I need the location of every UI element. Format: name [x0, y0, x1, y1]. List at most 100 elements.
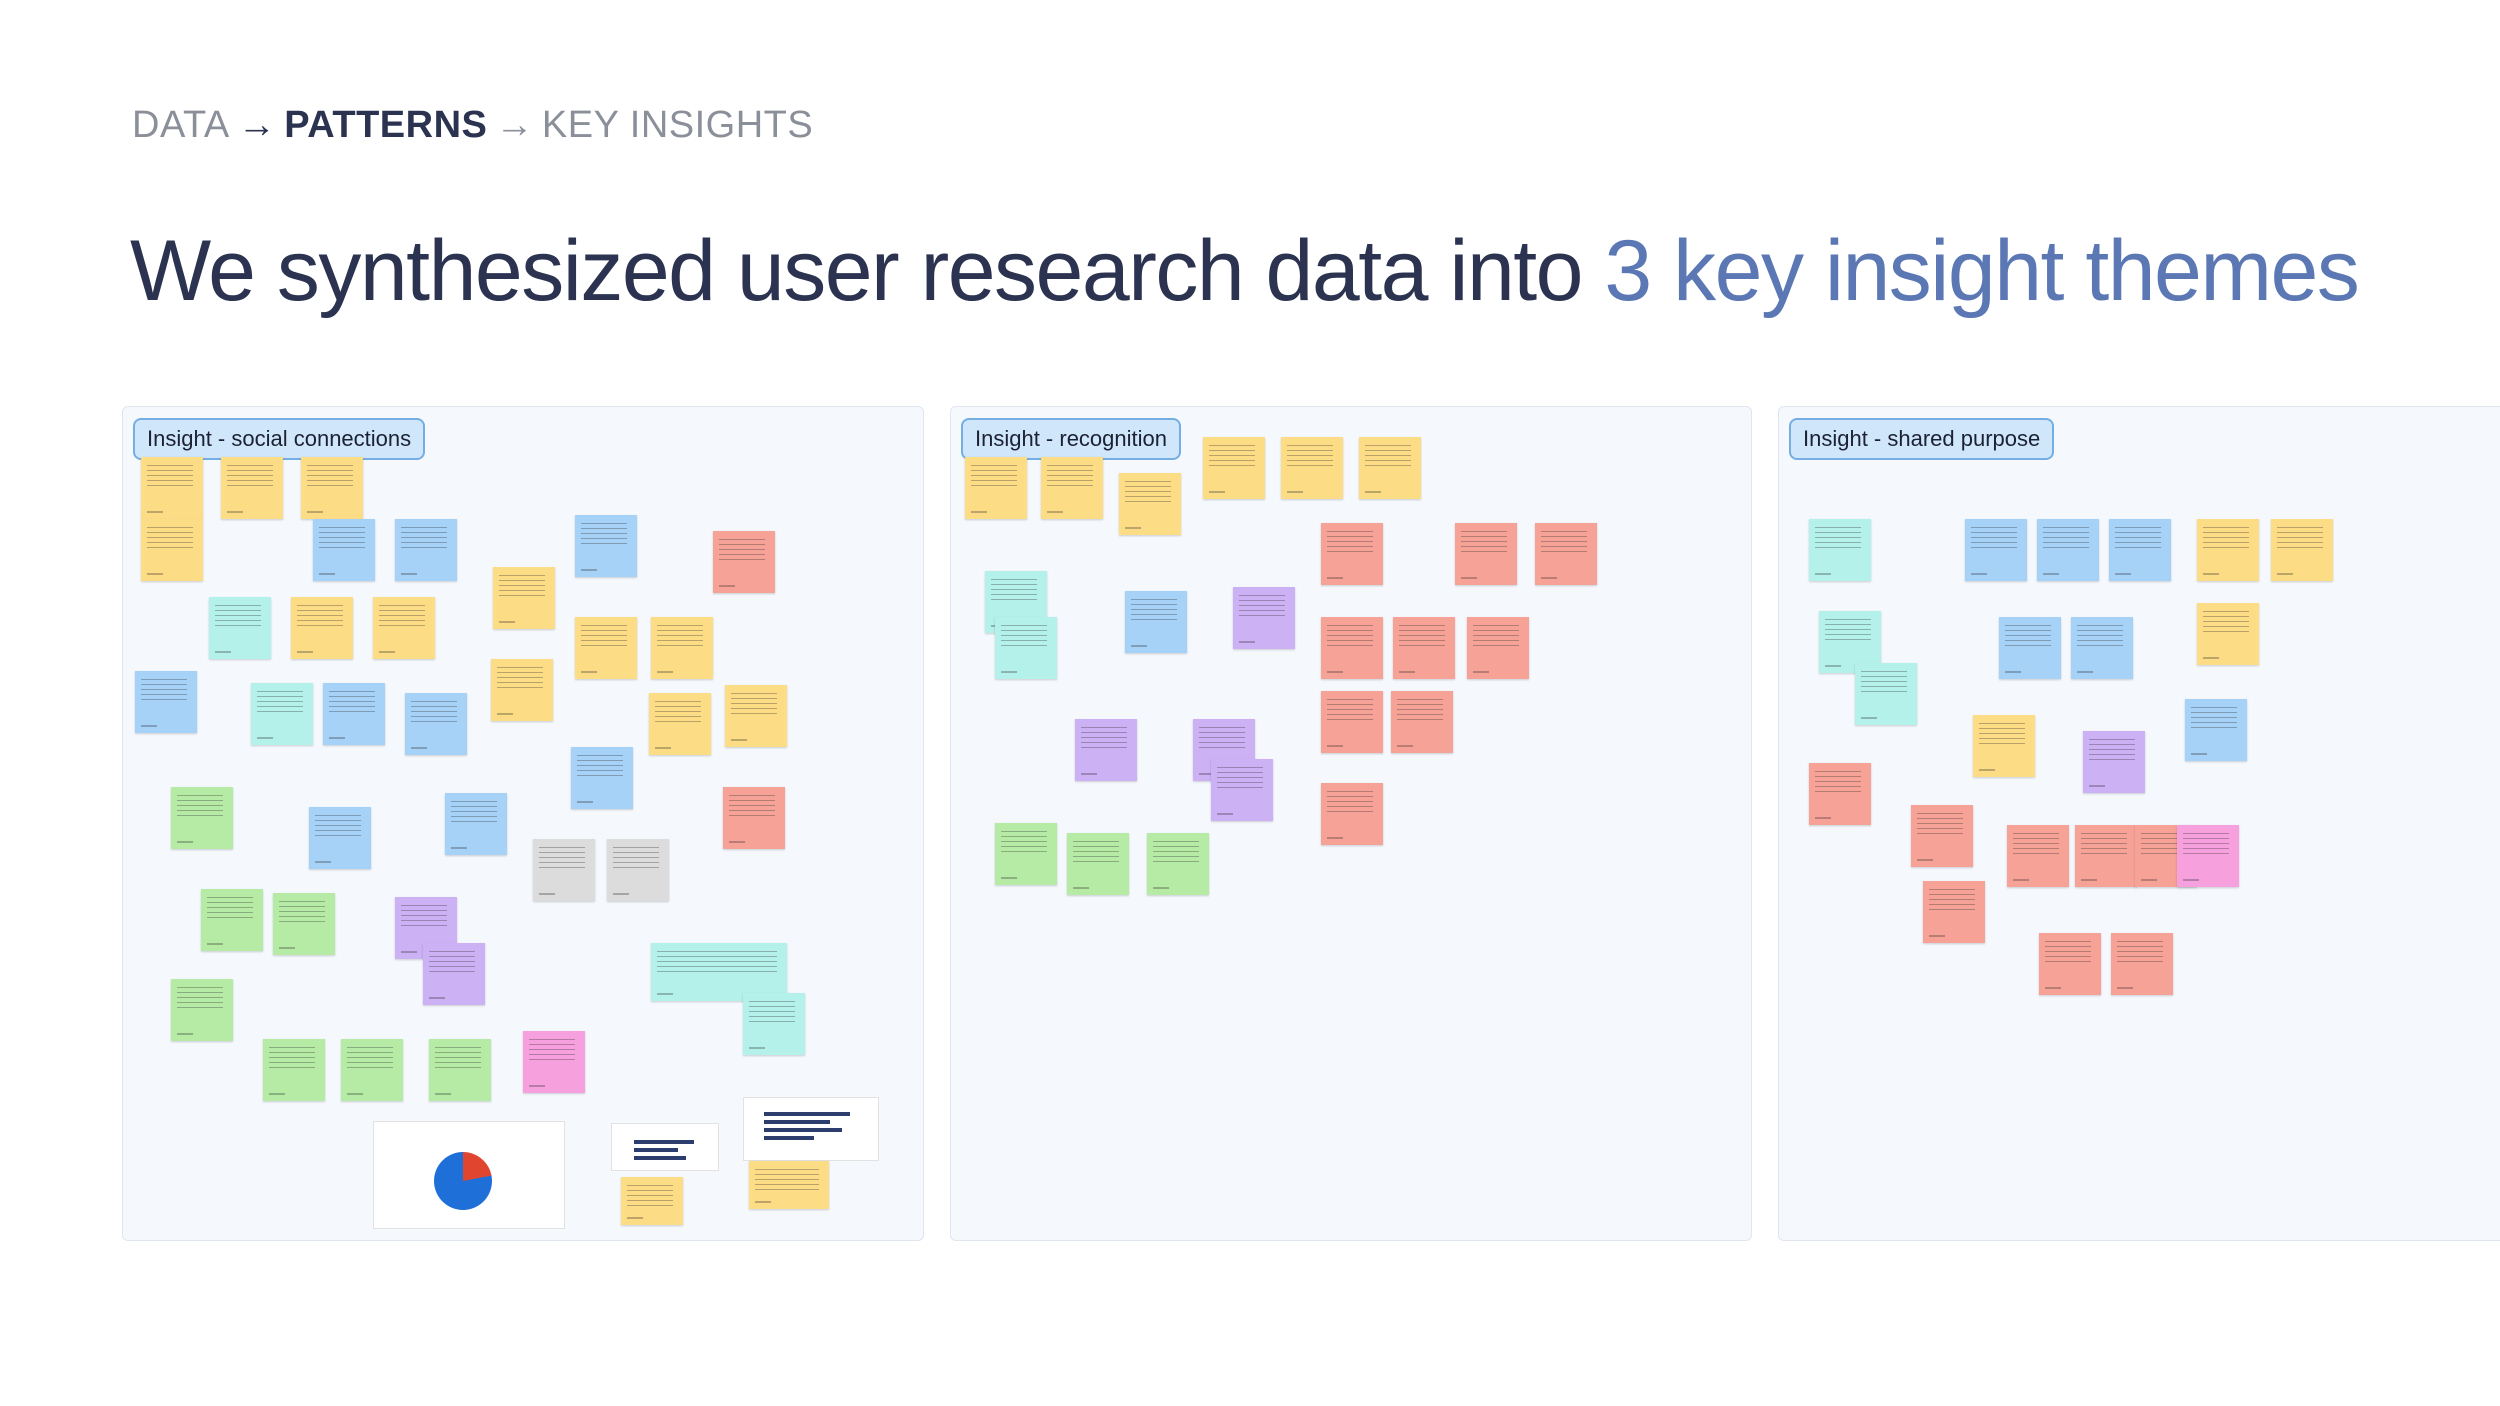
- sticky-note[interactable]: [651, 943, 787, 1001]
- sticky-note[interactable]: [1999, 617, 2061, 679]
- sticky-note[interactable]: [263, 1039, 325, 1101]
- sticky-note[interactable]: [2007, 825, 2069, 887]
- sticky-note[interactable]: [1067, 833, 1129, 895]
- sticky-note[interactable]: [423, 943, 485, 1005]
- right-arrow-icon: →: [237, 104, 277, 146]
- sticky-note[interactable]: [1855, 663, 1917, 725]
- sticky-note[interactable]: [313, 519, 375, 581]
- sticky-note[interactable]: [725, 685, 787, 747]
- title-accent: 3 key insight themes: [1604, 223, 2359, 319]
- sticky-note[interactable]: [1211, 759, 1273, 821]
- sticky-note[interactable]: [171, 979, 233, 1041]
- sticky-note[interactable]: [651, 617, 713, 679]
- page-title: We synthesized user research data into 3…: [130, 222, 2360, 321]
- sticky-note[interactable]: [1535, 523, 1597, 585]
- breadcrumb: DATA → PATTERNS → KEY INSIGHTS: [132, 104, 813, 147]
- sticky-note[interactable]: [209, 597, 271, 659]
- sticky-note[interactable]: [445, 793, 507, 855]
- right-arrow-icon: →: [495, 104, 534, 146]
- sticky-note[interactable]: [405, 693, 467, 755]
- sticky-note[interactable]: [621, 1177, 683, 1225]
- sticky-note[interactable]: [1393, 617, 1455, 679]
- sticky-note[interactable]: [2197, 603, 2259, 665]
- bar-graphic: [634, 1140, 704, 1164]
- sticky-note[interactable]: [743, 993, 805, 1055]
- sticky-note[interactable]: [1147, 833, 1209, 895]
- sticky-note[interactable]: [141, 457, 203, 519]
- sticky-note[interactable]: [2271, 519, 2333, 581]
- sticky-note[interactable]: [1041, 457, 1103, 519]
- survey-pie-chart[interactable]: [373, 1121, 565, 1229]
- sticky-note[interactable]: [1965, 519, 2027, 581]
- sticky-note[interactable]: [171, 787, 233, 849]
- sticky-note[interactable]: [2185, 699, 2247, 761]
- board-social-connections[interactable]: Insight - social connections: [122, 406, 924, 1241]
- sticky-note[interactable]: [1321, 691, 1383, 753]
- sticky-note[interactable]: [1321, 783, 1383, 845]
- sticky-note[interactable]: [395, 519, 457, 581]
- pie-graphic: [434, 1152, 492, 1210]
- sticky-note[interactable]: [713, 531, 775, 593]
- sticky-note[interactable]: [2037, 519, 2099, 581]
- sticky-note[interactable]: [1203, 437, 1265, 499]
- sticky-note[interactable]: [1119, 473, 1181, 535]
- sticky-note[interactable]: [301, 457, 363, 519]
- sticky-note[interactable]: [965, 457, 1027, 519]
- sticky-note[interactable]: [1923, 881, 1985, 943]
- sticky-note[interactable]: [2109, 519, 2171, 581]
- sticky-note[interactable]: [273, 893, 335, 955]
- board-label: Insight - recognition: [961, 418, 1181, 460]
- sticky-note[interactable]: [1359, 437, 1421, 499]
- sticky-note[interactable]: [607, 839, 669, 901]
- sticky-note[interactable]: [309, 807, 371, 869]
- board-shared-purpose[interactable]: Insight - shared purpose: [1778, 406, 2500, 1241]
- sticky-note[interactable]: [1973, 715, 2035, 777]
- sticky-note[interactable]: [493, 567, 555, 629]
- sticky-note[interactable]: [1281, 437, 1343, 499]
- sticky-note[interactable]: [723, 787, 785, 849]
- sticky-note[interactable]: [1455, 523, 1517, 585]
- sticky-note[interactable]: [1809, 519, 1871, 581]
- sticky-note[interactable]: [1911, 805, 1973, 867]
- sticky-note[interactable]: [1075, 719, 1137, 781]
- sticky-note[interactable]: [373, 597, 435, 659]
- sticky-note[interactable]: [995, 617, 1057, 679]
- sticky-note[interactable]: [221, 457, 283, 519]
- sticky-note[interactable]: [649, 693, 711, 755]
- survey-bar-chart[interactable]: [611, 1123, 719, 1171]
- sticky-note[interactable]: [995, 823, 1057, 885]
- sticky-note[interactable]: [2083, 731, 2145, 793]
- sticky-note[interactable]: [1233, 587, 1295, 649]
- sticky-note[interactable]: [2075, 825, 2137, 887]
- sticky-note[interactable]: [291, 597, 353, 659]
- sticky-note[interactable]: [575, 617, 637, 679]
- sticky-note[interactable]: [251, 683, 313, 745]
- sticky-note[interactable]: [341, 1039, 403, 1101]
- sticky-note[interactable]: [135, 671, 197, 733]
- sticky-note[interactable]: [201, 889, 263, 951]
- sticky-note[interactable]: [575, 515, 637, 577]
- sticky-note[interactable]: [1467, 617, 1529, 679]
- sticky-note[interactable]: [1819, 611, 1881, 673]
- sticky-note[interactable]: [2039, 933, 2101, 995]
- sticky-note[interactable]: [2071, 617, 2133, 679]
- sticky-note[interactable]: [1125, 591, 1187, 653]
- sticky-note[interactable]: [749, 1161, 829, 1209]
- sticky-note[interactable]: [571, 747, 633, 809]
- sticky-note[interactable]: [1321, 523, 1383, 585]
- sticky-note[interactable]: [491, 659, 553, 721]
- sticky-note[interactable]: [533, 839, 595, 901]
- board-recognition[interactable]: Insight - recognition: [950, 406, 1752, 1241]
- sticky-note[interactable]: [523, 1031, 585, 1093]
- sticky-note[interactable]: [2197, 519, 2259, 581]
- sticky-note[interactable]: [2177, 825, 2239, 887]
- sticky-note[interactable]: [1809, 763, 1871, 825]
- sticky-note[interactable]: [1321, 617, 1383, 679]
- sticky-note[interactable]: [141, 519, 203, 581]
- bar-graphic: [764, 1112, 864, 1144]
- sticky-note[interactable]: [323, 683, 385, 745]
- sticky-note[interactable]: [1391, 691, 1453, 753]
- sticky-note[interactable]: [2111, 933, 2173, 995]
- sticky-note[interactable]: [429, 1039, 491, 1101]
- survey-bar-chart[interactable]: [743, 1097, 879, 1161]
